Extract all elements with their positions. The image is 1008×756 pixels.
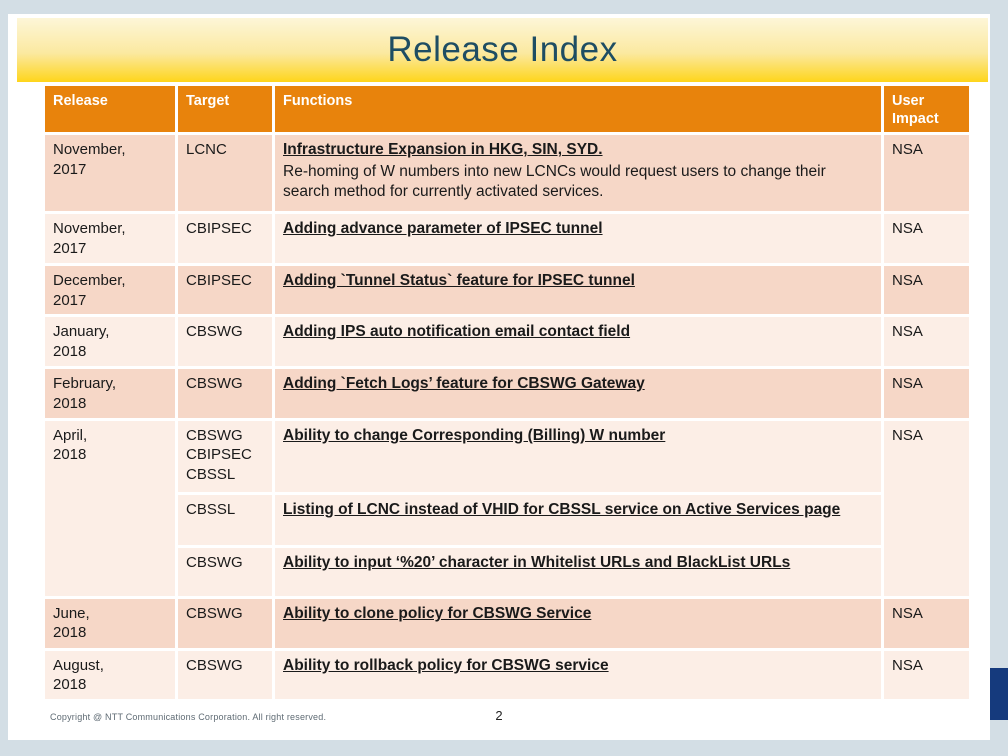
user-impact-cell: NSA bbox=[884, 317, 969, 367]
target-cell: CBSSL bbox=[178, 494, 272, 545]
function-cell: Adding advance parameter of IPSEC tunnel bbox=[275, 214, 881, 263]
table-header-row: Release Target Functions User Impact bbox=[45, 86, 969, 133]
target-cell: CBSWG bbox=[178, 317, 272, 367]
table-row: November, 2017 CBIPSEC Adding advance para… bbox=[45, 214, 969, 263]
page-number: 2 bbox=[495, 708, 503, 723]
release-cell: August, 2018 bbox=[45, 650, 175, 700]
release-cell: April, 2018 bbox=[45, 420, 175, 596]
release-cell: November, 2017 bbox=[45, 135, 175, 212]
release-cell: February, 2018 bbox=[45, 369, 175, 418]
release-cell: December, 2017 bbox=[45, 265, 175, 315]
function-cell: Listing of LCNC instead of VHID for CBSS… bbox=[275, 494, 881, 545]
function-title: Ability to rollback policy for CBSWG ser… bbox=[283, 656, 609, 674]
table-row: January, 2018 CBSWG Adding IPS auto notifi… bbox=[45, 317, 969, 367]
release-cell: January, 2018 bbox=[45, 317, 175, 367]
function-title: Ability to clone policy for CBSWG Servic… bbox=[283, 604, 592, 622]
title-band: Release Index bbox=[17, 18, 988, 82]
user-impact-cell: NSA bbox=[884, 598, 969, 648]
target-cell: CBSWG CBIPSEC CBSSL bbox=[178, 420, 272, 492]
function-title: Adding advance parameter of IPSEC tunnel bbox=[283, 220, 603, 238]
col-header-target: Target bbox=[178, 86, 272, 133]
function-cell: Ability to rollback policy for CBSWG ser… bbox=[275, 650, 881, 700]
target-cell: LCNC bbox=[178, 135, 272, 212]
slide: Release Index Release Target Functions U… bbox=[8, 14, 990, 740]
function-title: Adding `Tunnel Status` feature for IPSEC… bbox=[283, 271, 635, 289]
function-title: Adding `Fetch Logs’ feature for CBSWG Ga… bbox=[283, 375, 645, 393]
target-cell: CBIPSEC bbox=[178, 265, 272, 315]
release-index-table: Release Target Functions User Impact Nov… bbox=[42, 83, 972, 702]
table-row: June, 2018 CBSWG Ability to clone policy f… bbox=[45, 598, 969, 648]
target-cell: CBSWG bbox=[178, 547, 272, 596]
function-cell: Ability to clone policy for CBSWG Servic… bbox=[275, 598, 881, 648]
table-row: CBSWG Ability to input ‘%20’ character in… bbox=[45, 547, 969, 596]
copyright-text: Copyright @ NTT Communications Corporati… bbox=[50, 712, 327, 722]
release-cell: November, 2017 bbox=[45, 214, 175, 263]
function-cell: Ability to input ‘%20’ character in Whit… bbox=[275, 547, 881, 596]
col-header-release: Release bbox=[45, 86, 175, 133]
table-row: CBSSL Listing of LCNC instead of VHID for… bbox=[45, 494, 969, 545]
function-cell: Ability to change Corresponding (Billing… bbox=[275, 420, 881, 492]
release-cell: June, 2018 bbox=[45, 598, 175, 648]
user-impact-cell: NSA bbox=[884, 135, 969, 212]
function-title: Listing of LCNC instead of VHID for CBSS… bbox=[283, 500, 841, 518]
page-title: Release Index bbox=[387, 30, 618, 69]
target-cell: CBSWG bbox=[178, 598, 272, 648]
function-title: Infrastructure Expansion in HKG, SIN, SY… bbox=[283, 141, 603, 159]
function-body: Re-homing of W numbers into new LCNCs wo… bbox=[283, 162, 826, 201]
target-cell: CBSWG bbox=[178, 650, 272, 700]
user-impact-cell: NSA bbox=[884, 214, 969, 263]
table-row: April, 2018 CBSWG CBIPSEC CBSSL Ability to… bbox=[45, 420, 969, 596]
user-impact-cell: NSA bbox=[884, 420, 969, 596]
navy-accent-block bbox=[990, 668, 1008, 720]
table-row: November, 2017 LCNC Infrastructure Expansi… bbox=[45, 135, 969, 212]
function-cell: Adding `Fetch Logs’ feature for CBSWG Ga… bbox=[275, 369, 881, 418]
function-cell: Adding `Tunnel Status` feature for IPSEC… bbox=[275, 265, 881, 315]
table-row: December, 2017 CBIPSEC Adding `Tunnel Stat… bbox=[45, 265, 969, 315]
user-impact-cell: NSA bbox=[884, 650, 969, 700]
function-cell: Infrastructure Expansion in HKG, SIN, SY… bbox=[275, 135, 881, 212]
user-impact-cell: NSA bbox=[884, 369, 969, 418]
target-cell: CBIPSEC bbox=[178, 214, 272, 263]
table-row: August, 2018 CBSWG Ability to rollback pol… bbox=[45, 650, 969, 700]
col-header-functions: Functions bbox=[275, 86, 881, 133]
function-title: Ability to input ‘%20’ character in Whit… bbox=[283, 553, 791, 571]
user-impact-cell: NSA bbox=[884, 265, 969, 315]
function-title: Adding IPS auto notification email conta… bbox=[283, 323, 631, 341]
target-cell: CBSWG bbox=[178, 369, 272, 418]
function-title: Ability to change Corresponding (Billing… bbox=[283, 426, 666, 444]
table-row: February, 2018 CBSWG Adding `Fetch Logs’ f… bbox=[45, 369, 969, 418]
col-header-user-impact: User Impact bbox=[884, 86, 969, 133]
function-cell: Adding IPS auto notification email conta… bbox=[275, 317, 881, 367]
